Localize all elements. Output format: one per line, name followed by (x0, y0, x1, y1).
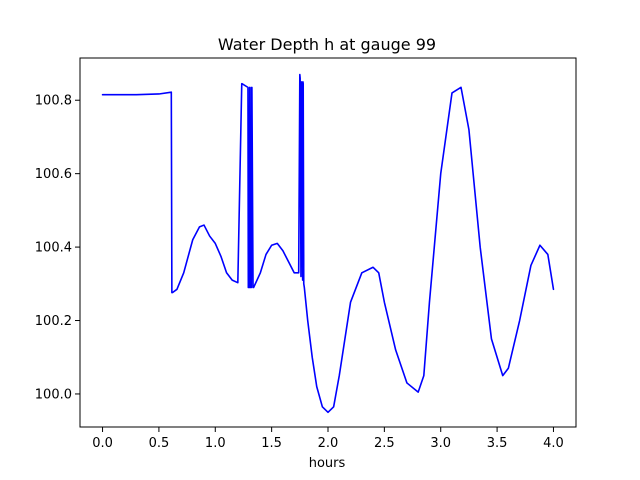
x-tick-label: 0.0 (92, 436, 113, 451)
y-tick-label: 100.0 (35, 387, 72, 402)
x-tick-label: 1.5 (261, 436, 282, 451)
chart-title: Water Depth h at gauge 99 (218, 35, 436, 54)
x-tick-label: 4.0 (543, 436, 564, 451)
y-tick-label: 100.2 (35, 314, 72, 329)
y-tick-label: 100.4 (35, 241, 72, 256)
x-tick-label: 3.5 (487, 436, 508, 451)
x-tick-label: 0.5 (149, 436, 170, 451)
plot-layer (101, 73, 555, 414)
x-axis-label: hours (309, 456, 346, 471)
axes-layer: 0.0 0.5 1.0 1.5 2.0 2.5 3.0 3.5 4.0 100.0 100.2 100… (35, 57, 577, 451)
y-tick-label: 100.8 (35, 94, 72, 109)
x-tick-label: 3.0 (430, 436, 451, 451)
x-tick-label: 1.0 (205, 436, 226, 451)
y-tick-label: 100.6 (35, 167, 72, 182)
series-line-0 (101, 73, 555, 414)
x-tick-label: 2.5 (374, 436, 395, 451)
x-tick-label: 2.0 (318, 436, 339, 451)
